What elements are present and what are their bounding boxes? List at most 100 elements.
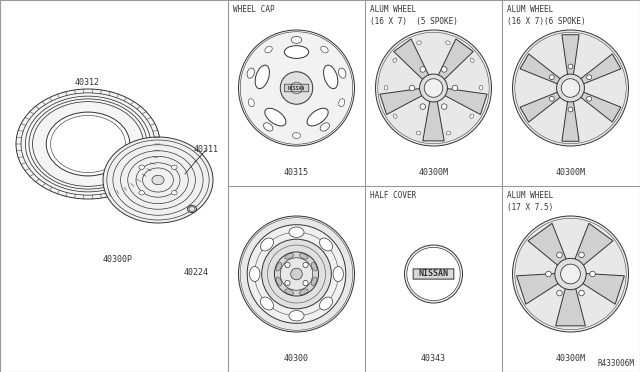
- Circle shape: [275, 252, 319, 296]
- Polygon shape: [580, 54, 621, 84]
- Ellipse shape: [284, 46, 308, 58]
- Circle shape: [587, 96, 591, 101]
- Ellipse shape: [470, 58, 474, 62]
- Ellipse shape: [445, 41, 450, 45]
- Text: R433006M: R433006M: [598, 359, 635, 368]
- Ellipse shape: [417, 41, 421, 45]
- Polygon shape: [394, 39, 429, 80]
- Text: HALF COVER: HALF COVER: [370, 191, 416, 200]
- Ellipse shape: [289, 311, 304, 321]
- Ellipse shape: [384, 86, 388, 90]
- Text: 40300: 40300: [284, 354, 309, 363]
- Text: ALUM WHEEL
(17 X 7.5): ALUM WHEEL (17 X 7.5): [507, 191, 553, 212]
- Ellipse shape: [393, 58, 397, 62]
- Ellipse shape: [285, 289, 294, 295]
- Circle shape: [303, 280, 308, 286]
- FancyBboxPatch shape: [413, 269, 454, 279]
- Polygon shape: [520, 54, 561, 84]
- Ellipse shape: [321, 46, 328, 53]
- Ellipse shape: [276, 262, 282, 271]
- Circle shape: [404, 245, 463, 303]
- Ellipse shape: [172, 165, 177, 169]
- Polygon shape: [438, 39, 473, 80]
- Ellipse shape: [16, 89, 160, 199]
- Ellipse shape: [172, 190, 177, 195]
- Ellipse shape: [320, 123, 330, 131]
- Circle shape: [589, 271, 595, 277]
- Circle shape: [285, 280, 290, 286]
- Ellipse shape: [285, 254, 294, 259]
- Polygon shape: [528, 223, 566, 266]
- Polygon shape: [423, 100, 444, 141]
- Circle shape: [420, 74, 447, 102]
- Ellipse shape: [188, 205, 196, 212]
- Ellipse shape: [307, 108, 328, 126]
- Circle shape: [550, 96, 554, 101]
- Ellipse shape: [264, 123, 273, 131]
- Text: 40300M: 40300M: [556, 168, 586, 177]
- Ellipse shape: [265, 46, 272, 53]
- Circle shape: [239, 216, 355, 332]
- Circle shape: [280, 72, 313, 104]
- Ellipse shape: [319, 238, 333, 251]
- Ellipse shape: [248, 99, 254, 107]
- Polygon shape: [580, 92, 621, 122]
- Ellipse shape: [152, 175, 164, 185]
- Ellipse shape: [260, 238, 273, 251]
- Ellipse shape: [470, 114, 474, 118]
- Ellipse shape: [291, 36, 301, 44]
- Circle shape: [555, 258, 586, 290]
- Polygon shape: [516, 273, 559, 304]
- Circle shape: [442, 104, 447, 109]
- Text: 40311: 40311: [194, 145, 219, 154]
- Text: NISSAN: NISSAN: [419, 269, 449, 279]
- Text: 40343: 40343: [421, 354, 446, 363]
- Ellipse shape: [139, 165, 145, 169]
- Circle shape: [579, 252, 584, 258]
- Circle shape: [420, 67, 426, 72]
- Circle shape: [280, 258, 313, 290]
- Circle shape: [557, 252, 563, 258]
- Ellipse shape: [339, 68, 346, 78]
- Circle shape: [420, 104, 426, 109]
- Circle shape: [587, 75, 591, 80]
- Circle shape: [239, 30, 355, 146]
- Polygon shape: [444, 89, 487, 115]
- Text: 40300M: 40300M: [419, 168, 449, 177]
- Circle shape: [291, 268, 302, 280]
- Circle shape: [568, 64, 573, 69]
- Circle shape: [579, 290, 584, 296]
- Ellipse shape: [247, 68, 254, 78]
- Circle shape: [513, 30, 628, 146]
- Ellipse shape: [324, 65, 338, 89]
- Text: ALUM WHEEL
(16 X 7)(6 SPOKE): ALUM WHEEL (16 X 7)(6 SPOKE): [507, 5, 586, 26]
- Polygon shape: [582, 273, 625, 304]
- Polygon shape: [575, 223, 613, 266]
- Ellipse shape: [393, 114, 397, 118]
- Circle shape: [442, 67, 447, 72]
- Circle shape: [407, 247, 460, 301]
- Circle shape: [247, 225, 346, 323]
- Ellipse shape: [276, 277, 282, 286]
- Text: 40224: 40224: [184, 268, 209, 277]
- Circle shape: [452, 85, 458, 91]
- Ellipse shape: [312, 262, 317, 271]
- Polygon shape: [562, 100, 579, 141]
- Ellipse shape: [339, 99, 345, 107]
- Circle shape: [424, 79, 443, 97]
- Circle shape: [561, 264, 580, 284]
- Text: 40315: 40315: [284, 168, 309, 177]
- Ellipse shape: [319, 297, 333, 310]
- Text: WHEEL CAP: WHEEL CAP: [233, 5, 275, 14]
- Ellipse shape: [292, 133, 301, 138]
- Circle shape: [557, 74, 584, 102]
- Polygon shape: [380, 89, 423, 115]
- Polygon shape: [556, 288, 586, 326]
- Text: 40300P: 40300P: [103, 255, 133, 264]
- Ellipse shape: [103, 137, 213, 223]
- Ellipse shape: [333, 266, 344, 282]
- Text: 40300M: 40300M: [556, 354, 586, 363]
- Ellipse shape: [46, 112, 130, 176]
- Ellipse shape: [312, 277, 317, 286]
- Circle shape: [409, 85, 415, 91]
